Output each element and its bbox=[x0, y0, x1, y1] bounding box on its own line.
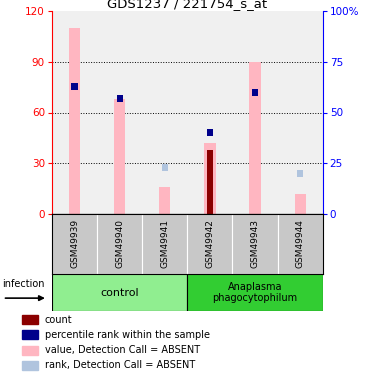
Bar bbox=[204, 143, 216, 214]
Bar bbox=[52, 214, 97, 274]
Text: GSM49940: GSM49940 bbox=[115, 219, 124, 268]
Text: GSM49944: GSM49944 bbox=[296, 219, 305, 268]
Bar bbox=[252, 89, 258, 96]
Bar bbox=[142, 214, 187, 274]
Text: control: control bbox=[100, 288, 139, 297]
Bar bbox=[22, 361, 38, 370]
Bar bbox=[114, 99, 125, 214]
Bar bbox=[159, 187, 170, 214]
Title: GDS1237 / 221754_s_at: GDS1237 / 221754_s_at bbox=[107, 0, 267, 10]
Bar bbox=[22, 315, 38, 324]
Bar bbox=[22, 346, 38, 355]
Bar bbox=[162, 164, 168, 171]
Bar bbox=[233, 214, 278, 274]
Bar bbox=[207, 129, 213, 136]
Bar bbox=[116, 95, 123, 102]
Text: GSM49943: GSM49943 bbox=[250, 219, 260, 268]
Bar bbox=[295, 194, 306, 214]
Bar bbox=[297, 170, 303, 177]
Bar bbox=[97, 214, 142, 274]
Text: infection: infection bbox=[3, 279, 45, 289]
Bar bbox=[278, 214, 323, 274]
Bar bbox=[52, 274, 187, 311]
Text: Anaplasma
phagocytophilum: Anaplasma phagocytophilum bbox=[213, 282, 298, 303]
Text: GSM49942: GSM49942 bbox=[206, 219, 214, 268]
Text: count: count bbox=[45, 315, 73, 324]
Text: GSM49941: GSM49941 bbox=[160, 219, 169, 268]
Text: percentile rank within the sample: percentile rank within the sample bbox=[45, 330, 210, 340]
Text: GSM49939: GSM49939 bbox=[70, 219, 79, 268]
Bar bbox=[69, 28, 80, 214]
Text: value, Detection Call = ABSENT: value, Detection Call = ABSENT bbox=[45, 345, 200, 355]
Bar bbox=[22, 330, 38, 339]
Bar bbox=[207, 150, 213, 214]
Bar bbox=[187, 214, 233, 274]
Text: rank, Detection Call = ABSENT: rank, Detection Call = ABSENT bbox=[45, 360, 195, 370]
Bar bbox=[187, 274, 323, 311]
Bar bbox=[249, 62, 261, 214]
Bar bbox=[71, 82, 78, 90]
